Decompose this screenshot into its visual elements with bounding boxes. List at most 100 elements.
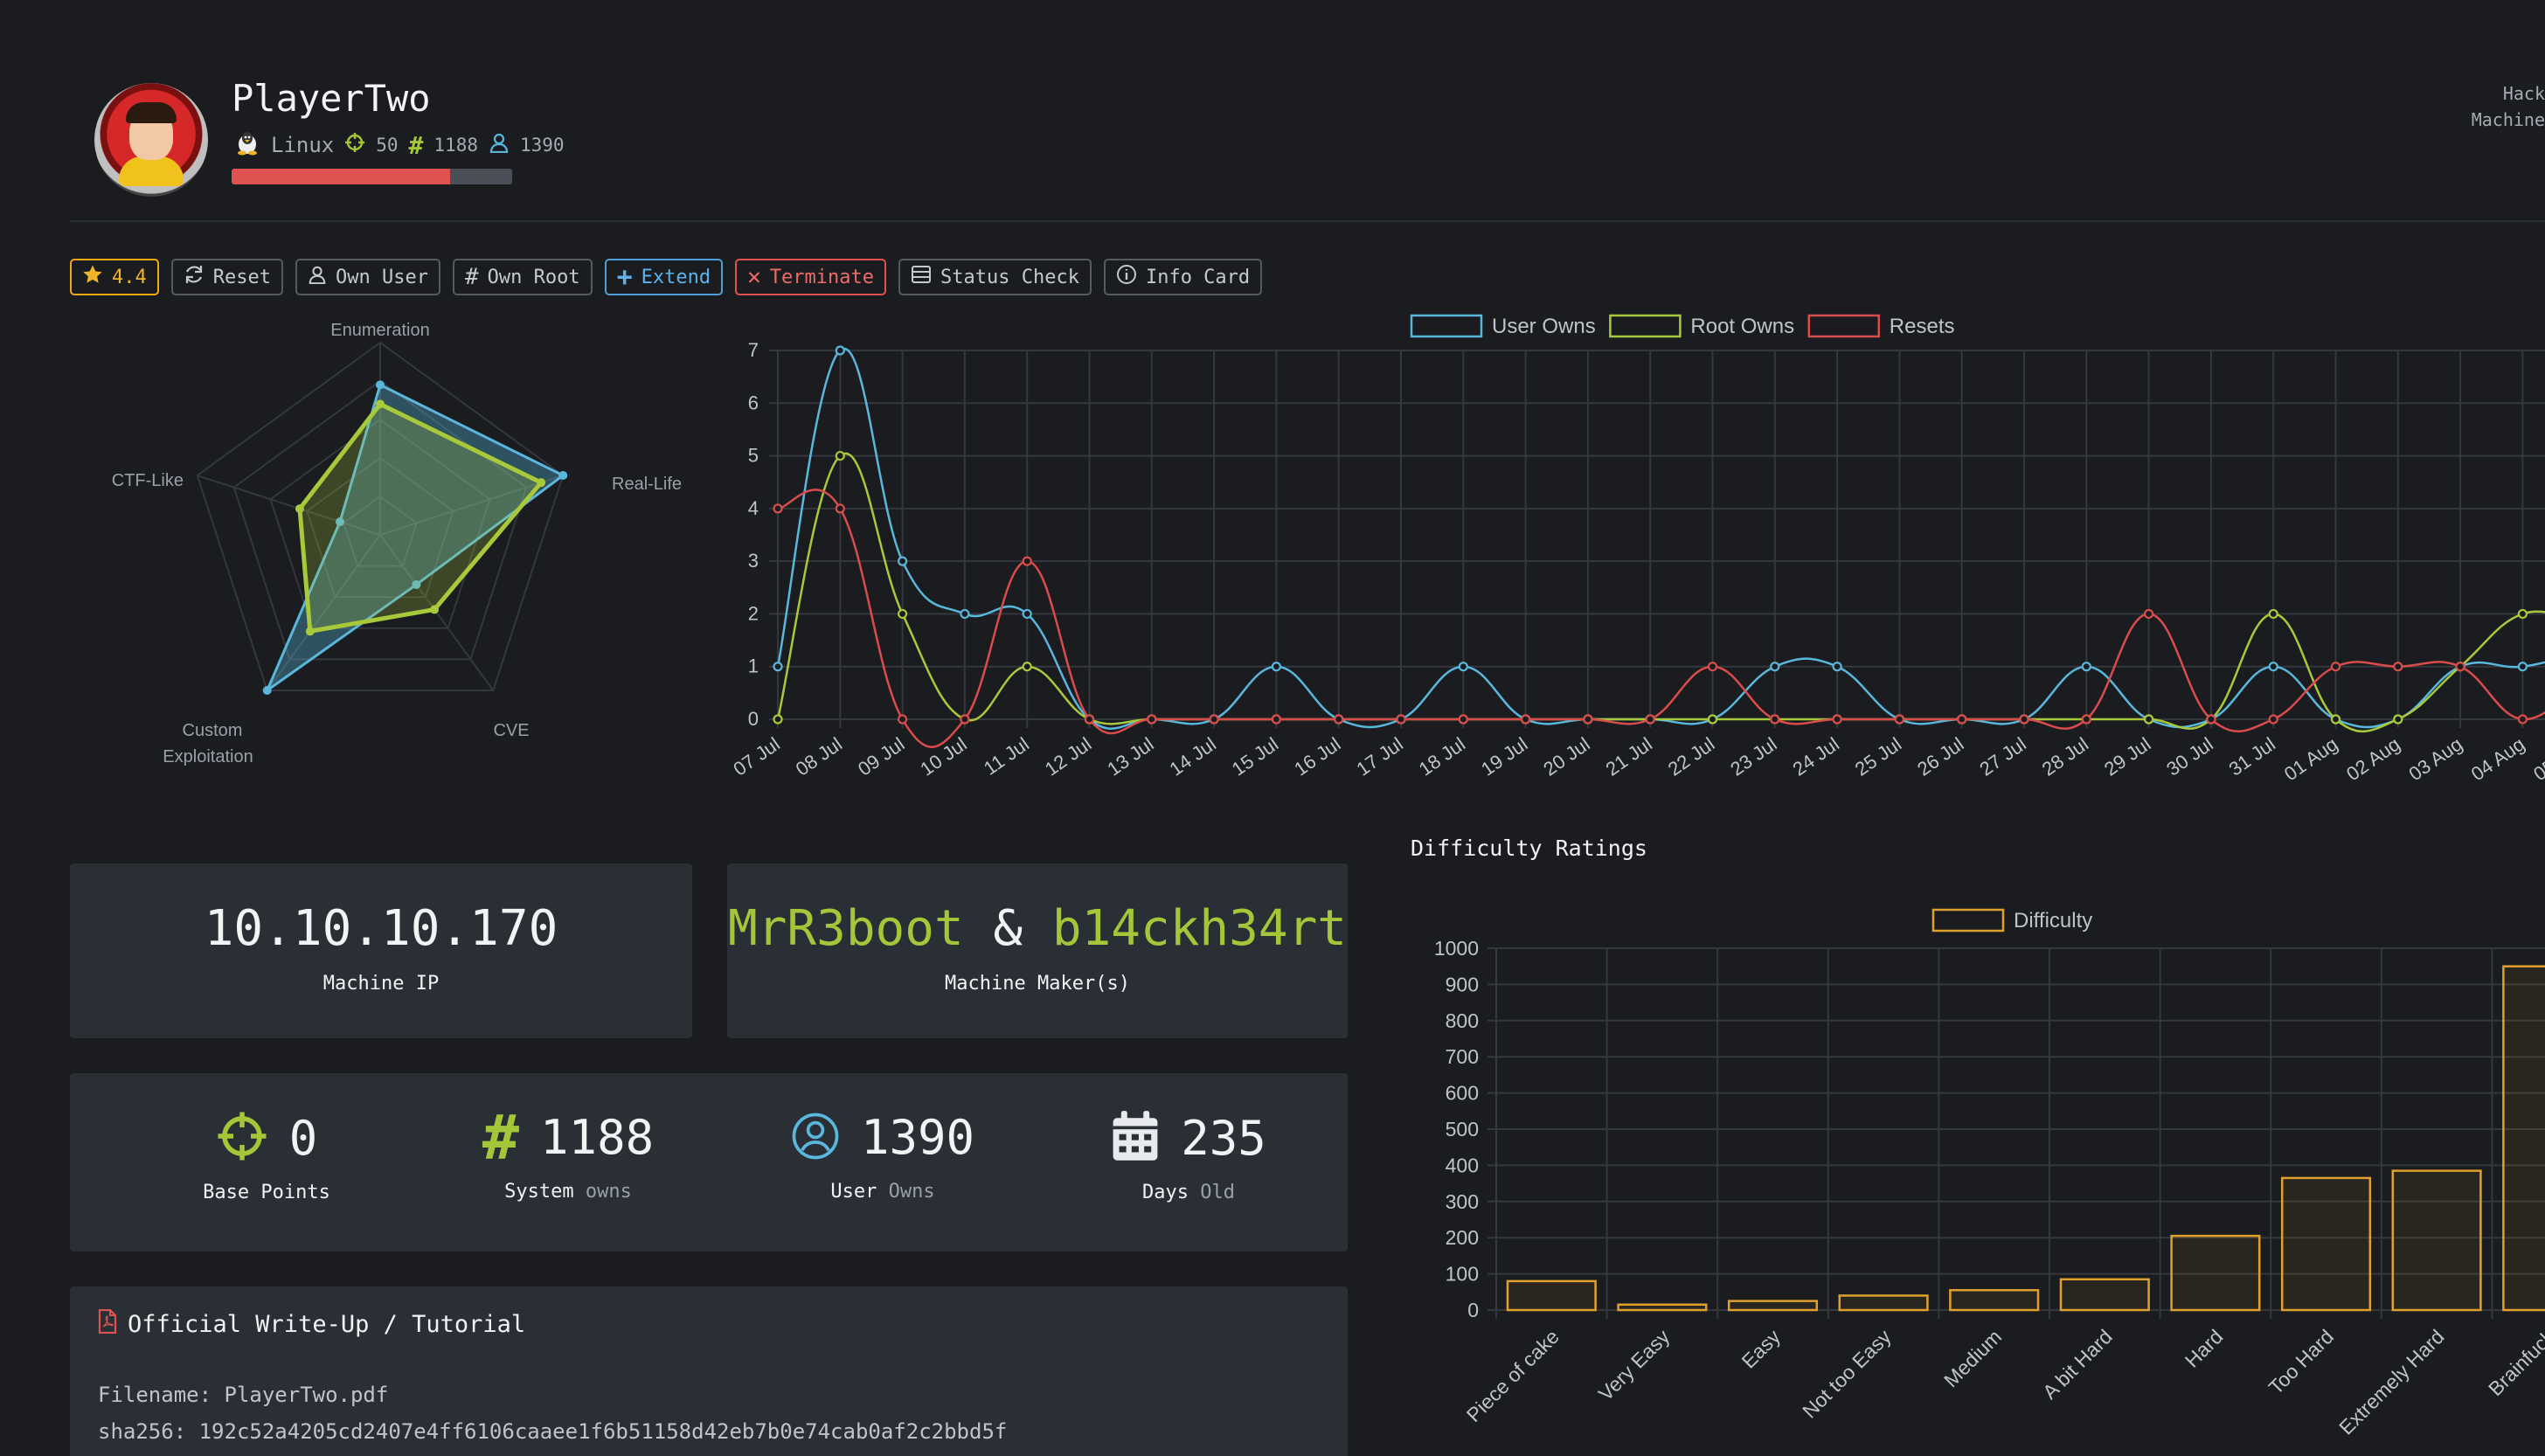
rating-button[interactable]: 4.4 xyxy=(70,259,159,295)
y-tick-label: 4 xyxy=(748,497,759,519)
points-value: 50 xyxy=(376,135,399,156)
radar-point xyxy=(558,471,568,481)
info-card-button[interactable]: Info Card xyxy=(1103,259,1263,295)
hash-icon: # xyxy=(482,1101,520,1174)
writeup-filename: Filename: PlayerTwo.pdf xyxy=(98,1383,389,1407)
y-tick-label: 3 xyxy=(748,550,759,572)
series-point xyxy=(2268,662,2278,672)
series-point xyxy=(1458,662,1468,672)
extend-button[interactable]: + Extend xyxy=(604,259,724,295)
difficulty-bar-chart: Difficulty Ratings Difficulty 0 100 200 300 40… xyxy=(1411,835,2545,1439)
x-tick-label: Brainfuck xyxy=(2484,1325,2545,1401)
series-point xyxy=(1147,714,1157,725)
own-root-label: Own Root xyxy=(487,266,580,288)
writeup-sha256: sha256: 192c52a4205cd2407e4ff6106caaee1f… xyxy=(98,1419,1008,1444)
radar-chart: Enumeration Real-Life CVE Custom Exploitatio… xyxy=(112,321,682,766)
x-tick-label: 22 Jul xyxy=(1664,733,1718,780)
series-point xyxy=(1645,714,1655,725)
user-icon xyxy=(489,132,510,158)
y-tick-label: 300 xyxy=(1446,1190,1479,1213)
series-point xyxy=(2330,662,2341,672)
user-owns-label: User Owns xyxy=(830,1181,935,1203)
system-owns-count: 1188 xyxy=(540,1110,655,1165)
machine-ip-label: Machine IP xyxy=(322,973,440,995)
writeup-card xyxy=(70,1286,1348,1456)
machine-avatar xyxy=(94,83,208,197)
status-check-button[interactable]: Status Check xyxy=(898,259,1092,295)
series-point xyxy=(898,608,908,620)
maker-link-2[interactable]: b14ckh34rt xyxy=(1051,900,1348,957)
series-point xyxy=(1770,662,1780,672)
series-point xyxy=(1022,662,1032,672)
series-point xyxy=(2393,662,2403,672)
series-point xyxy=(2206,714,2216,725)
radar-series-0 xyxy=(266,383,565,692)
x-tick-label: 29 Jul xyxy=(2100,733,2154,780)
series-point xyxy=(2268,608,2278,620)
x-tick-label: A bit Hard xyxy=(2038,1325,2117,1404)
radar-grid-ring xyxy=(342,495,419,567)
series-point xyxy=(2517,714,2528,725)
radar-series-1 xyxy=(297,401,544,634)
machine-toolbar: 4.4 Reset Own User # Own Root + Extend ✕… xyxy=(70,259,1263,295)
series-point xyxy=(835,345,845,356)
user-circle-icon xyxy=(791,1112,840,1164)
difficulty-bar xyxy=(2059,1278,2150,1312)
machine-name: PlayerTwo xyxy=(232,77,431,120)
x-tick-label: 25 Jul xyxy=(1851,733,1905,780)
terminate-button[interactable]: ✕ Terminate xyxy=(735,259,886,295)
radar-point xyxy=(376,399,385,409)
own-root-button[interactable]: # Own Root xyxy=(452,259,593,295)
system-owns-label: System owns xyxy=(504,1181,632,1203)
series-point xyxy=(1334,714,1344,725)
info-icon xyxy=(1116,264,1137,290)
maker-link-1[interactable]: MrR3boot xyxy=(727,900,964,957)
radar-point xyxy=(537,478,546,488)
x-tick-label: 23 Jul xyxy=(1726,733,1780,780)
y-tick-label: 0 xyxy=(748,708,759,730)
y-tick-label: 7 xyxy=(748,339,759,361)
star-icon xyxy=(82,264,103,290)
difficulty-bar xyxy=(2170,1234,2261,1312)
difficulty-bar xyxy=(2280,1176,2372,1312)
x-tick-label: 19 Jul xyxy=(1477,733,1531,780)
extend-label: Extend xyxy=(641,266,711,288)
user-icon xyxy=(308,265,327,289)
series-point xyxy=(2330,714,2341,725)
own-user-button[interactable]: Own User xyxy=(295,259,440,295)
x-tick-label: 27 Jul xyxy=(1975,733,2029,780)
info-card-label: Info Card xyxy=(1145,266,1251,288)
x-tick-label: 17 Jul xyxy=(1352,733,1406,780)
y-tick-label: 600 xyxy=(1446,1082,1479,1105)
x-tick-label: Medium xyxy=(1939,1325,2006,1391)
series-line-2 xyxy=(777,489,2545,749)
user-owns-value: 1390 xyxy=(519,135,565,156)
x-tick-label: 08 Jul xyxy=(792,733,846,780)
series-line-1 xyxy=(776,452,2545,733)
reset-button[interactable]: Reset xyxy=(170,259,283,295)
x-tick-label: 24 Jul xyxy=(1789,733,1843,780)
y-tick-label: 500 xyxy=(1446,1118,1479,1141)
series-point xyxy=(2019,714,2029,725)
machine-makers-card: MrR3boot & b14ckh34rt Machine Maker(s) xyxy=(727,863,1348,1038)
series-point xyxy=(1084,714,1095,725)
radar-point xyxy=(376,380,385,390)
difficulty-bar xyxy=(2502,965,2545,1312)
series-point xyxy=(1458,714,1468,725)
difficulty-bar xyxy=(1506,1279,1597,1312)
writeup-title[interactable]: Official Write-Up / Tutorial xyxy=(98,1308,525,1340)
radar-axis-label: Custom Exploitation xyxy=(163,721,253,766)
machine-meta: Linux 50 # 1188 1390 xyxy=(234,129,565,161)
radar-point xyxy=(262,685,272,695)
series-point xyxy=(960,714,970,725)
x-tick-label: Too Hard xyxy=(2264,1325,2338,1398)
owns-line-chart: 0 1 2 3 4 5 6 7 07 Jul 08 Jul 09 Jul 10 Jul 11 Jul 12… xyxy=(729,314,2545,785)
y-tick-label: 100 xyxy=(1446,1263,1479,1286)
x-tick-label: Not too Easy xyxy=(1798,1325,1896,1423)
x-tick-label: 10 Jul xyxy=(916,733,970,780)
series-point xyxy=(1022,556,1032,566)
legend-swatch xyxy=(1609,314,1682,338)
y-tick-label: 6 xyxy=(748,392,759,413)
legend-label: Root Owns xyxy=(1690,315,1794,338)
machine-ip[interactable]: 10.10.10.170 xyxy=(204,900,558,957)
